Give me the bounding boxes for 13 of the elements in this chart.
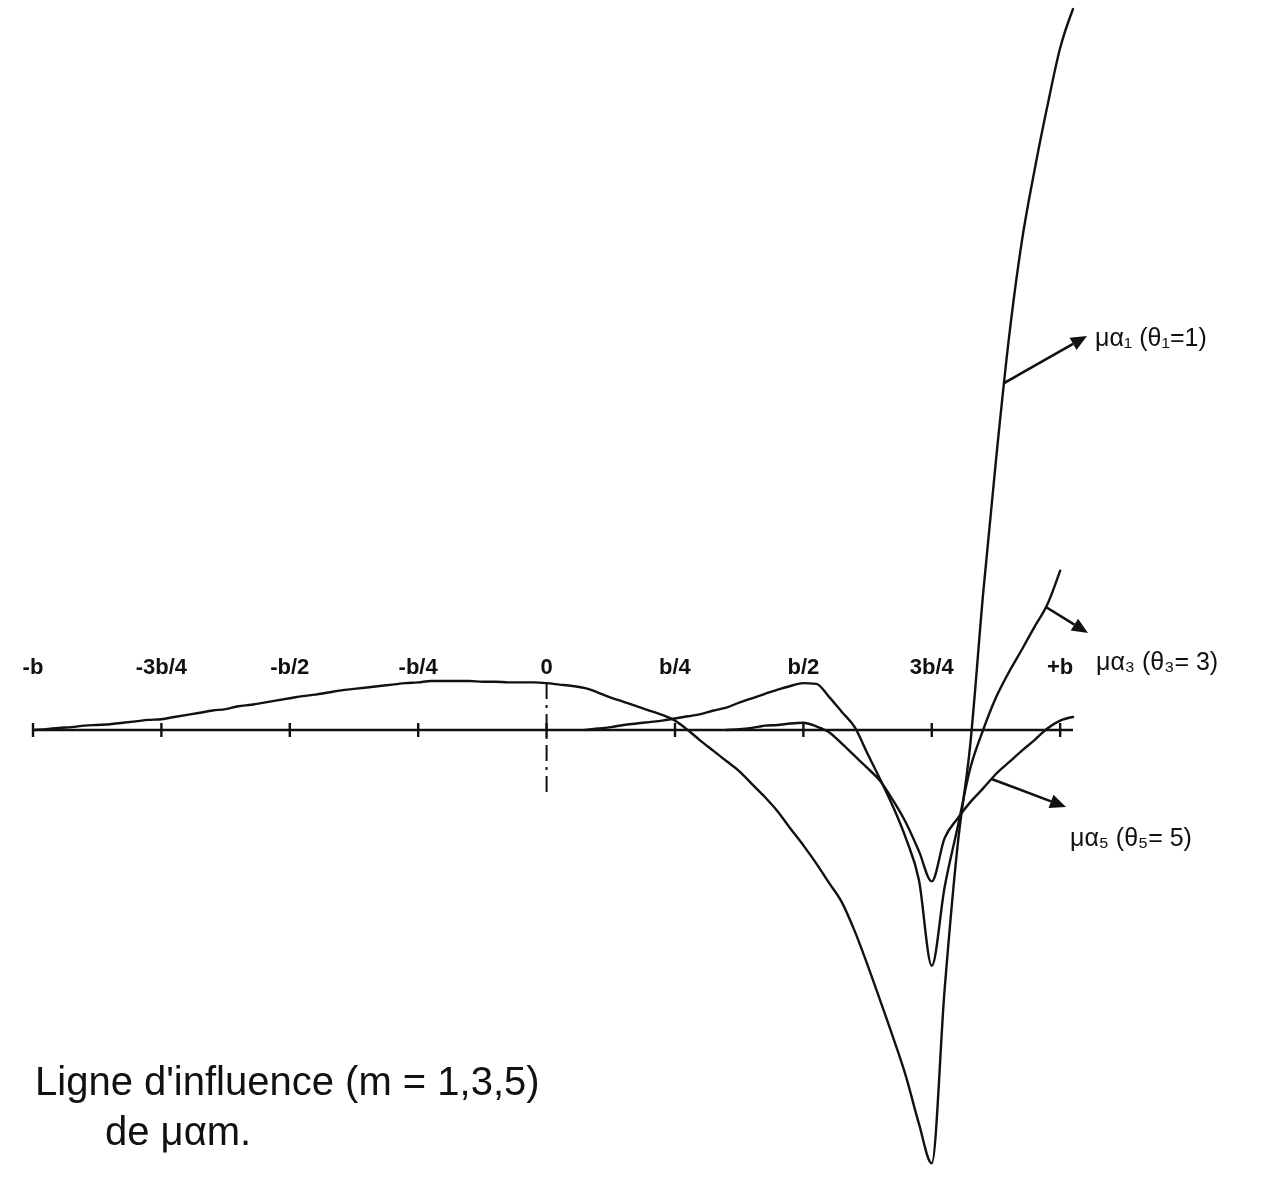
x-tick-label: -b <box>22 654 44 679</box>
x-tick-label: 3b/4 <box>909 654 955 679</box>
x-tick-label: 0 <box>540 654 553 679</box>
text: Ligne d'influence (m = 1,3,5) de μαm. <box>35 1059 540 1153</box>
text: μα₁ (θ₁=1) <box>1095 323 1207 351</box>
x-tick-label: b/4 <box>659 654 692 679</box>
legend-label: μα₅ (θ₅= 5) <box>1070 823 1192 851</box>
x-tick-label: -b/4 <box>398 654 439 679</box>
legend-label: μα₃ (θ₃= 3) <box>1096 647 1219 675</box>
x-tick-label: -b/2 <box>270 654 310 679</box>
x-tick-label: +b <box>1047 654 1074 679</box>
x-tick-label: b/2 <box>787 654 820 679</box>
x-tick-label: -3b/4 <box>135 654 188 679</box>
